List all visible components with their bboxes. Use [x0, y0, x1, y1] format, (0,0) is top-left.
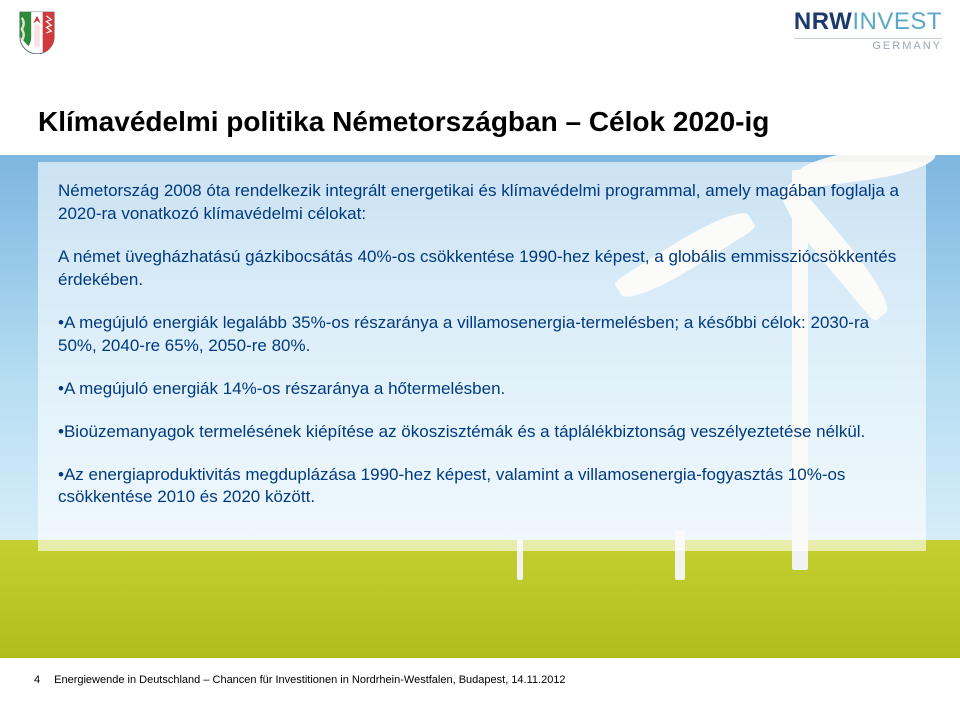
nrw-invest-logo: NRWINVEST GERMANY [794, 10, 942, 52]
content-panel: Németország 2008 óta rendelkezik integrá… [38, 162, 926, 551]
intro-paragraph: Németország 2008 óta rendelkezik integrá… [58, 180, 906, 226]
background-field [0, 540, 960, 660]
logo-text-nrw: NRW [794, 8, 852, 35]
footer-text: Energiewende in Deutschland – Chancen fü… [54, 674, 565, 686]
footer: 4 Energiewende in Deutschland – Chancen … [0, 658, 960, 702]
paragraph-2: A német üvegházhatású gázkibocsátás 40%-… [58, 246, 906, 292]
bullet-3: Bioüzemanyagok termelésének kiépítése az… [58, 421, 906, 444]
logo-text-invest: INVEST [852, 8, 942, 35]
header: NRWINVEST GERMANY [0, 0, 960, 70]
logo-subtext: GERMANY [794, 41, 942, 52]
bullet-1: A megújuló energiák legalább 35%-os rész… [58, 312, 906, 358]
bullet-2: A megújuló energiák 14%-os részaránya a … [58, 378, 906, 401]
bullet-4: Az energiaproduktivitás megduplázása 199… [58, 464, 906, 510]
page-number: 4 [34, 674, 40, 686]
nrw-coat-of-arms-icon [18, 10, 56, 54]
slide-title: Klímavédelmi politika Németországban – C… [38, 106, 769, 138]
